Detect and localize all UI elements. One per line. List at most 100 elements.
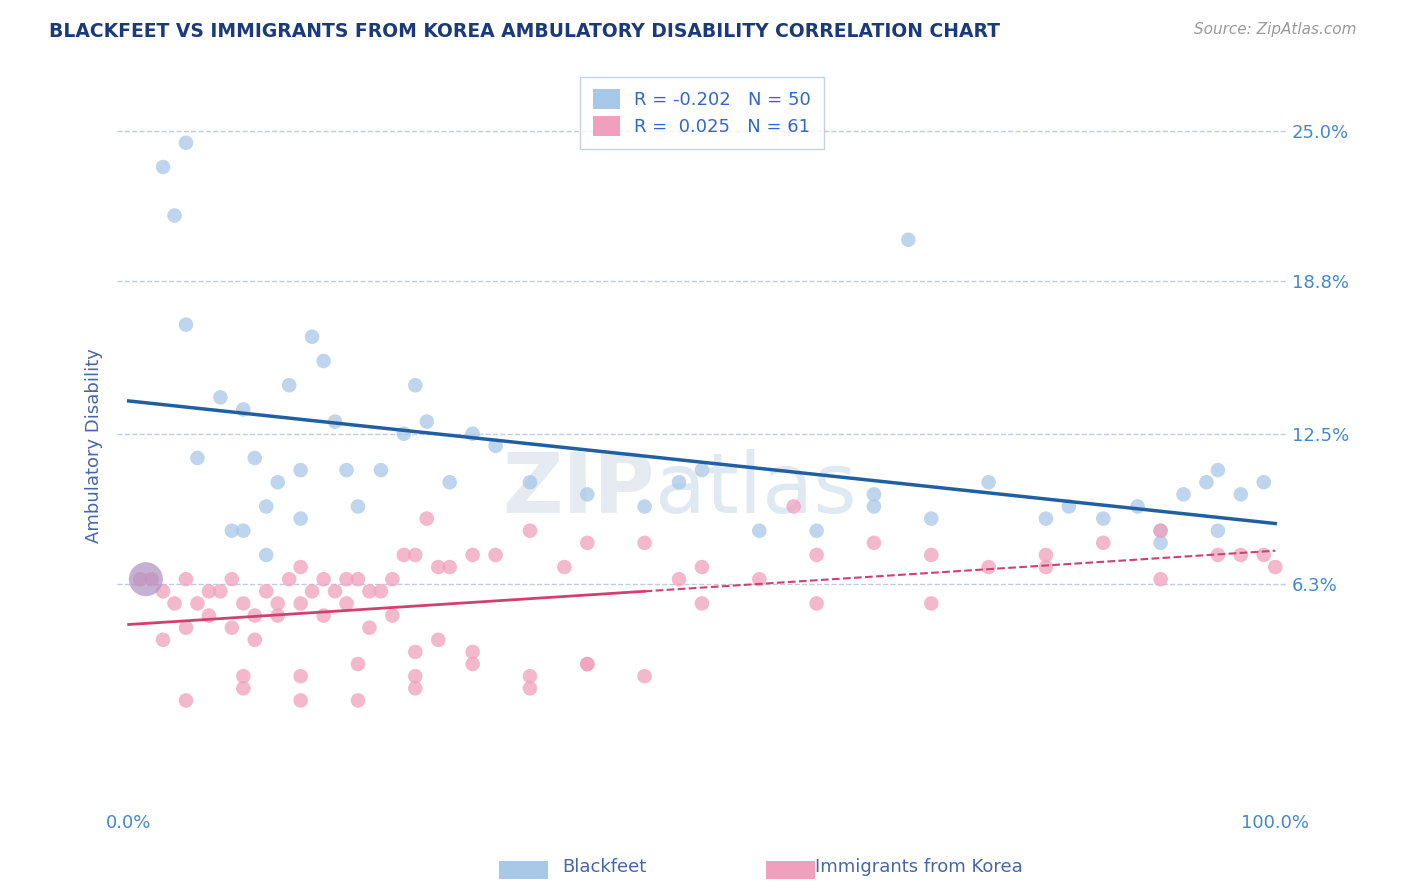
Point	[1264, 560, 1286, 574]
Point	[301, 584, 323, 599]
Point	[1173, 487, 1195, 501]
Point	[323, 584, 346, 599]
Point	[1206, 463, 1229, 477]
Point	[323, 415, 346, 429]
Point	[267, 597, 290, 611]
Point	[748, 524, 770, 538]
Point	[633, 536, 655, 550]
Point	[1149, 536, 1171, 550]
Point	[347, 572, 370, 586]
Text: ZIP: ZIP	[503, 449, 655, 530]
Point	[1206, 524, 1229, 538]
Point	[198, 608, 221, 623]
Point	[186, 450, 208, 465]
Point	[404, 548, 426, 562]
Point	[1035, 511, 1057, 525]
Point	[1230, 548, 1253, 562]
Point	[392, 426, 415, 441]
Point	[1092, 511, 1115, 525]
Point	[1230, 487, 1253, 501]
Point	[290, 560, 312, 574]
Y-axis label: Ambulatory Disability: Ambulatory Disability	[86, 349, 103, 543]
Point	[347, 657, 370, 671]
Point	[347, 693, 370, 707]
Point	[519, 681, 541, 696]
Point	[278, 378, 301, 392]
Point	[221, 621, 243, 635]
Text: atlas: atlas	[655, 449, 856, 530]
Point	[312, 572, 335, 586]
Text: Source: ZipAtlas.com: Source: ZipAtlas.com	[1194, 22, 1357, 37]
Point	[1149, 524, 1171, 538]
Point	[427, 632, 450, 647]
Point	[1253, 475, 1275, 490]
Point	[243, 450, 266, 465]
Point	[668, 572, 690, 586]
Point	[243, 632, 266, 647]
Point	[186, 597, 208, 611]
Point	[576, 536, 599, 550]
Point	[267, 608, 290, 623]
Point	[977, 560, 1000, 574]
Point	[920, 597, 942, 611]
Point	[416, 511, 439, 525]
Point	[404, 378, 426, 392]
Point	[416, 415, 439, 429]
Point	[1092, 536, 1115, 550]
Point	[806, 597, 828, 611]
Point	[461, 645, 484, 659]
Point	[243, 608, 266, 623]
Point	[290, 669, 312, 683]
Point	[519, 475, 541, 490]
Point	[152, 584, 174, 599]
Point	[129, 572, 152, 586]
Point	[392, 548, 415, 562]
Point	[461, 548, 484, 562]
Point	[254, 500, 277, 514]
Point	[135, 572, 157, 586]
Point	[301, 330, 323, 344]
Text: Blackfeet: Blackfeet	[562, 858, 647, 876]
Point	[174, 136, 197, 150]
Point	[806, 548, 828, 562]
Point	[427, 560, 450, 574]
Point	[141, 572, 163, 586]
Legend: R = -0.202   N = 50, R =  0.025   N = 61: R = -0.202 N = 50, R = 0.025 N = 61	[581, 77, 824, 149]
Point	[221, 572, 243, 586]
Point	[232, 669, 254, 683]
Point	[232, 402, 254, 417]
Point	[1149, 572, 1171, 586]
Point	[461, 657, 484, 671]
Point	[163, 209, 186, 223]
Point	[404, 645, 426, 659]
Point	[359, 621, 381, 635]
Point	[806, 524, 828, 538]
Point	[404, 669, 426, 683]
Point	[1206, 548, 1229, 562]
Point	[519, 669, 541, 683]
Text: BLACKFEET VS IMMIGRANTS FROM KOREA AMBULATORY DISABILITY CORRELATION CHART: BLACKFEET VS IMMIGRANTS FROM KOREA AMBUL…	[49, 22, 1000, 41]
Point	[254, 584, 277, 599]
Point	[897, 233, 920, 247]
Point	[1126, 500, 1149, 514]
Point	[782, 500, 804, 514]
Point	[484, 548, 506, 562]
Point	[312, 608, 335, 623]
Point	[370, 463, 392, 477]
Point	[174, 693, 197, 707]
Point	[152, 632, 174, 647]
Point	[232, 524, 254, 538]
Point	[174, 621, 197, 635]
Point	[576, 657, 599, 671]
Point	[174, 572, 197, 586]
Point	[1035, 560, 1057, 574]
Point	[404, 681, 426, 696]
Point	[209, 390, 232, 404]
Point	[381, 608, 404, 623]
Point	[174, 318, 197, 332]
Point	[381, 572, 404, 586]
Point	[1253, 548, 1275, 562]
Point	[290, 511, 312, 525]
Point	[335, 463, 357, 477]
Point	[312, 354, 335, 368]
